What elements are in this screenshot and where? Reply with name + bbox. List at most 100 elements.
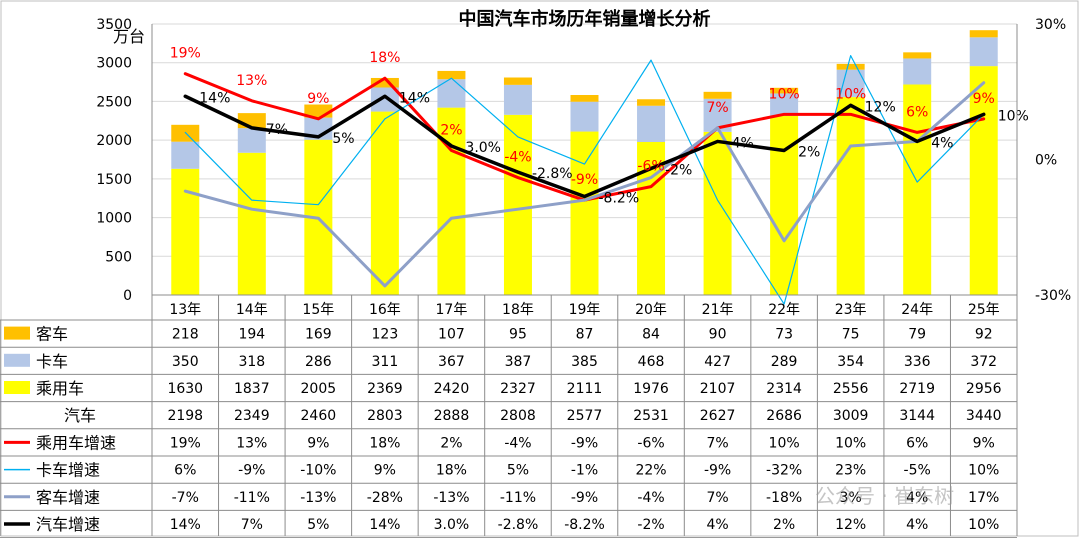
table-cell: 3.0% [434, 517, 470, 533]
table-cell: -9% [571, 435, 598, 451]
bar-客车 [969, 30, 998, 38]
bar-客车 [503, 77, 532, 85]
y-left-tick-label: 1000 [96, 211, 132, 227]
bar-乘用车 [836, 97, 865, 295]
data-label-passenger-growth: -4% [504, 150, 531, 166]
bar-卡车 [637, 105, 666, 143]
table-cell: -4% [637, 490, 664, 506]
x-tick-label: 19年 [569, 302, 601, 318]
y-left-unit-label: 万台 [113, 27, 145, 46]
bar-乘用车 [570, 131, 599, 295]
table-row-label: 乘用车 [36, 379, 84, 398]
x-tick-label: 25年 [968, 302, 1000, 318]
data-label-passenger-growth: 13% [236, 73, 267, 89]
x-tick-label: 23年 [835, 302, 867, 318]
table-cell: -1% [571, 463, 598, 479]
x-tick-label: 22年 [768, 302, 800, 318]
table-cell: 2719 [899, 381, 935, 397]
table-cell: 3009 [833, 408, 869, 424]
table-cell: 2803 [367, 408, 403, 424]
x-tick-label: 24年 [901, 302, 933, 318]
table-cell: 92 [975, 327, 993, 343]
table-cell: 84 [642, 327, 660, 343]
data-label-total-growth: 3.0% [465, 140, 501, 156]
table-cell: 385 [571, 354, 598, 370]
table-row-label: 汽车 [64, 406, 96, 425]
bar-卡车 [437, 79, 466, 108]
bar-客车 [237, 113, 266, 129]
x-tick-label: 21年 [702, 302, 734, 318]
data-label-total-growth: 7% [266, 122, 288, 138]
table-cell: 7% [706, 435, 728, 451]
bar-客车 [903, 52, 932, 59]
table-cell: -7% [172, 490, 199, 506]
table-cell: 6% [906, 435, 928, 451]
data-label-passenger-growth: 7% [706, 100, 728, 116]
x-tick-label: 16年 [369, 302, 401, 318]
table-cell: 18% [369, 435, 400, 451]
table-cell: 350 [172, 354, 199, 370]
table-row-label: 乘用车增速 [36, 433, 116, 452]
table-cell: 4% [906, 490, 928, 506]
bar-卡车 [171, 141, 200, 169]
table-cell: 318 [238, 354, 265, 370]
data-label-passenger-growth: -9% [571, 172, 598, 188]
data-label-total-growth: 4% [732, 135, 754, 151]
y-right-tick-label: 0% [1035, 153, 1057, 169]
table-cell: 73 [775, 327, 793, 343]
table-cell: -18% [766, 490, 802, 506]
line-汽车增速 [183, 94, 986, 199]
data-label-passenger-growth: -6% [637, 159, 664, 175]
table-cell: 2111 [567, 381, 603, 397]
table-cell: 2107 [700, 381, 736, 397]
x-tick-label: 20年 [635, 302, 667, 318]
table-cell: 387 [505, 354, 532, 370]
table-cell: 22% [635, 463, 666, 479]
data-label-passenger-growth: 9% [307, 91, 329, 107]
table-cell: 5% [307, 517, 329, 533]
data-label-total-growth: -2.8% [532, 166, 573, 182]
table-cell: 372 [970, 354, 997, 370]
table-cell: -11% [500, 490, 536, 506]
table-cell: 1976 [633, 381, 669, 397]
data-label-total-growth: 10% [998, 108, 1029, 124]
table-cell: 2556 [833, 381, 869, 397]
table-cell: 10% [835, 435, 866, 451]
data-label-passenger-growth: 10% [769, 86, 800, 102]
table-cell: 9% [973, 435, 995, 451]
data-label-passenger-growth: 18% [369, 50, 400, 66]
table-cell: 286 [305, 354, 332, 370]
table-cell: 218 [172, 327, 199, 343]
table-cell: -9% [238, 463, 265, 479]
table-cell: -9% [571, 490, 598, 506]
table-cell: 107 [438, 327, 465, 343]
table-cell: 2369 [367, 381, 403, 397]
data-label-total-growth: 5% [332, 131, 354, 147]
x-tick-label: 18年 [502, 302, 534, 318]
table-cell: -2% [637, 517, 664, 533]
bar-客车 [770, 87, 799, 94]
y-left-tick-label: 2000 [96, 133, 132, 149]
table-cell: 2686 [766, 408, 802, 424]
bar-客车 [370, 77, 399, 88]
table-cell: 2808 [500, 408, 536, 424]
line-客车增速 [183, 81, 986, 288]
y-left-tick-label: 1500 [96, 172, 132, 188]
table-cell: 1630 [167, 381, 203, 397]
table-cell: 87 [576, 327, 594, 343]
table-cell: 17% [968, 490, 999, 506]
table-cell: 6% [174, 463, 196, 479]
table-cell: 14% [170, 517, 201, 533]
x-tick-label: 14年 [236, 302, 268, 318]
table-cell: 75 [842, 327, 860, 343]
table-cell: 90 [709, 327, 727, 343]
table-cell: 2420 [434, 381, 470, 397]
data-label-passenger-growth: 2% [440, 122, 462, 138]
table-cell: 14% [369, 517, 400, 533]
table-cell: 311 [372, 354, 399, 370]
chart-title: 中国汽车市场历年销量增长分析 [459, 8, 711, 30]
table-cell: 2956 [966, 381, 1002, 397]
table-cell: 18% [436, 463, 467, 479]
table-cell: 2627 [700, 408, 736, 424]
table-cell: 3144 [899, 408, 935, 424]
